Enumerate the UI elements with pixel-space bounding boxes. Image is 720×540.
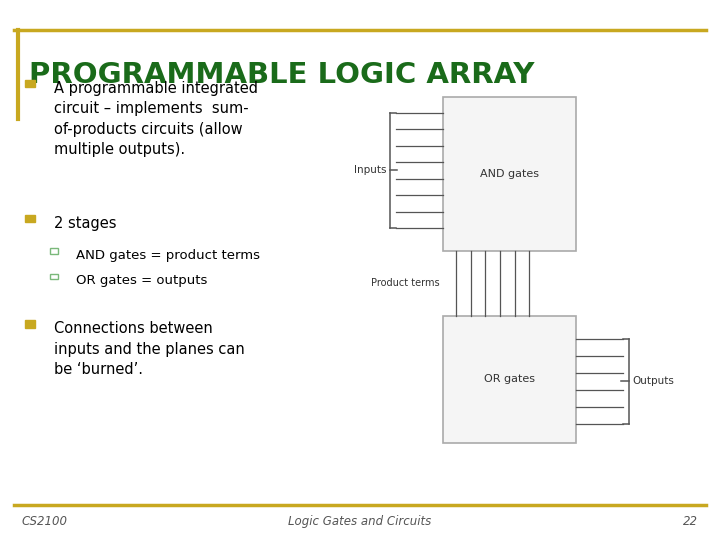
Text: 22: 22 xyxy=(683,515,698,528)
Bar xyxy=(443,97,576,251)
Text: Product terms: Product terms xyxy=(371,279,439,288)
Bar xyxy=(25,215,35,222)
Text: AND gates: AND gates xyxy=(480,169,539,179)
Text: OR gates = outputs: OR gates = outputs xyxy=(76,274,207,287)
Text: A programmable integrated
circuit – implements  sum-
of-products circuits (allow: A programmable integrated circuit – impl… xyxy=(54,81,258,157)
Text: Connections between
inputs and the planes can
be ‘burned’.: Connections between inputs and the plane… xyxy=(54,321,245,377)
Text: PROGRAMMABLE LOGIC ARRAY: PROGRAMMABLE LOGIC ARRAY xyxy=(29,60,534,89)
Text: AND gates = product terms: AND gates = product terms xyxy=(76,249,260,262)
Text: OR gates: OR gates xyxy=(484,374,535,384)
Text: CS2100: CS2100 xyxy=(22,515,68,528)
Text: 2 stages: 2 stages xyxy=(54,216,117,231)
Bar xyxy=(50,248,58,254)
Bar xyxy=(25,320,35,328)
Text: Logic Gates and Circuits: Logic Gates and Circuits xyxy=(289,515,431,528)
Bar xyxy=(25,80,35,87)
Bar xyxy=(443,316,576,443)
Bar xyxy=(50,273,58,280)
Text: Inputs: Inputs xyxy=(354,165,387,176)
Text: Outputs: Outputs xyxy=(632,376,674,386)
